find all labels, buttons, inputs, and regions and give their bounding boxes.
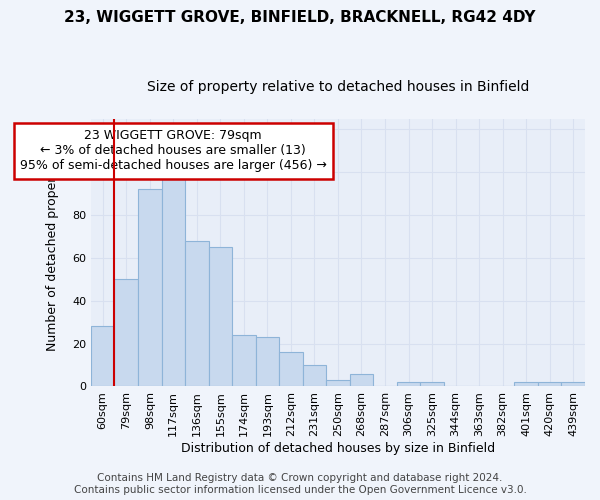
Bar: [232, 335, 256, 386]
Bar: [161, 178, 185, 386]
Text: 23 WIGGETT GROVE: 79sqm
← 3% of detached houses are smaller (13)
95% of semi-det: 23 WIGGETT GROVE: 79sqm ← 3% of detached…: [20, 130, 327, 172]
Bar: [397, 382, 421, 386]
Bar: [302, 365, 326, 386]
Bar: [326, 380, 350, 386]
Title: Size of property relative to detached houses in Binfield: Size of property relative to detached ho…: [147, 80, 529, 94]
Bar: [538, 382, 562, 386]
Bar: [209, 248, 232, 386]
Bar: [350, 374, 373, 386]
Bar: [562, 382, 585, 386]
Bar: [138, 190, 161, 386]
X-axis label: Distribution of detached houses by size in Binfield: Distribution of detached houses by size …: [181, 442, 495, 455]
Y-axis label: Number of detached properties: Number of detached properties: [46, 154, 59, 351]
Bar: [256, 337, 279, 386]
Bar: [91, 326, 115, 386]
Bar: [421, 382, 444, 386]
Bar: [514, 382, 538, 386]
Text: Contains HM Land Registry data © Crown copyright and database right 2024.
Contai: Contains HM Land Registry data © Crown c…: [74, 474, 526, 495]
Bar: [185, 241, 209, 386]
Text: 23, WIGGETT GROVE, BINFIELD, BRACKNELL, RG42 4DY: 23, WIGGETT GROVE, BINFIELD, BRACKNELL, …: [64, 10, 536, 25]
Bar: [115, 280, 138, 386]
Bar: [279, 352, 302, 386]
